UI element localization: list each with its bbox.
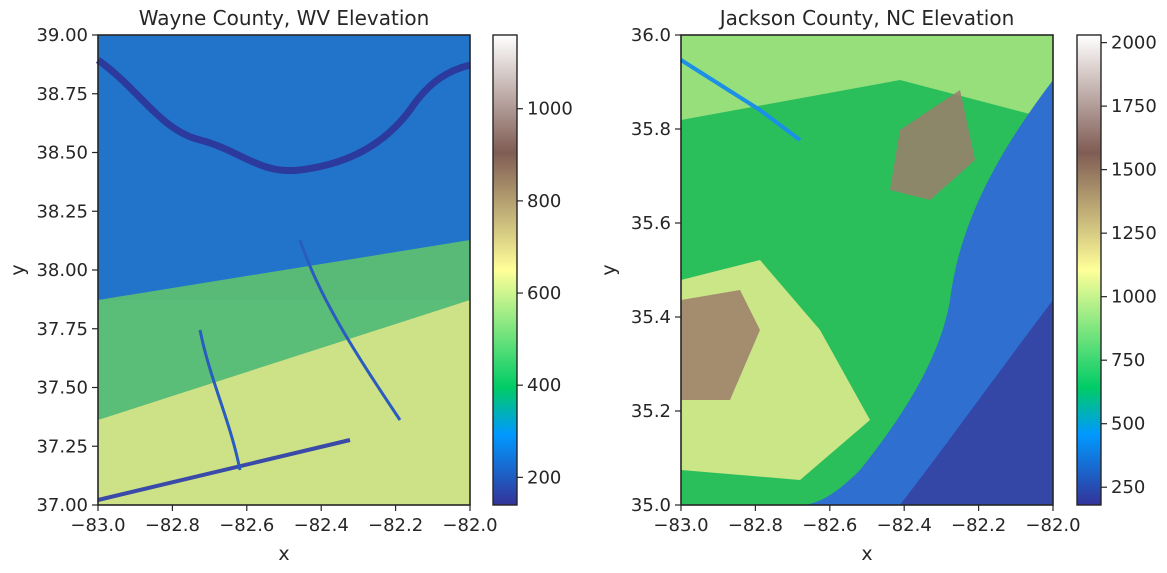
- heatmap-image: [95, 35, 471, 505]
- x-axis-ticks: −83.0 −82.8 −82.6 −82.4 −82.2 −82.0: [653, 505, 1081, 536]
- colorbar-gradient: [492, 34, 518, 506]
- chart-wayne: Wayne County, WV Elevation −83.0 −82.8 −82…: [7, 6, 573, 565]
- colorbar-tick-label: 200: [527, 467, 561, 488]
- y-tick-label: 38.00: [36, 260, 88, 281]
- heatmap-image: [679, 35, 1053, 505]
- y-tick-label: 37.25: [36, 436, 88, 457]
- chart-title: Wayne County, WV Elevation: [139, 6, 430, 30]
- colorbar-tick-label: 250: [1111, 477, 1145, 498]
- y-tick-label: 35.2: [631, 401, 671, 422]
- colorbar-ticks: 250 500 750 1000 1250 1500 1750 2000: [1101, 33, 1157, 498]
- y-tick-label: 37.00: [36, 495, 88, 516]
- y-tick-label: 39.00: [36, 25, 88, 46]
- colorbar-tick-label: 800: [527, 191, 561, 212]
- x-axis-label: x: [861, 543, 872, 565]
- colorbar-tick-label: 500: [1111, 414, 1145, 435]
- y-tick-label: 37.50: [36, 378, 88, 399]
- colorbar-tick-label: 2000: [1111, 33, 1157, 54]
- colorbar-tick-label: 600: [527, 283, 561, 304]
- colorbar-tick-label: 1750: [1111, 96, 1157, 117]
- plot-area: [680, 34, 1054, 506]
- x-tick-label: −82.8: [145, 515, 200, 536]
- x-tick-label: −82.2: [368, 515, 423, 536]
- x-tick-label: −82.8: [728, 515, 783, 536]
- y-tick-label: 37.75: [36, 319, 88, 340]
- y-tick-label: 36.0: [631, 25, 671, 46]
- colorbar-tick-label: 400: [527, 375, 561, 396]
- y-axis-ticks: 35.0 35.2 35.4 35.6 35.8 36.0: [631, 25, 681, 516]
- colorbar-gradient: [1076, 34, 1102, 506]
- x-tick-label: −83.0: [653, 515, 708, 536]
- x-axis-ticks: −83.0 −82.8 −82.6 −82.4 −82.2 −82.0: [70, 505, 498, 536]
- y-tick-label: 35.8: [631, 119, 671, 140]
- x-tick-label: −82.6: [802, 515, 857, 536]
- x-tick-label: −83.0: [70, 515, 125, 536]
- y-axis-label: y: [7, 264, 29, 275]
- x-tick-label: −82.0: [1025, 515, 1080, 536]
- colorbar: 200 400 600 800 1000: [492, 34, 573, 506]
- y-tick-label: 35.6: [631, 213, 671, 234]
- y-tick-label: 38.25: [36, 201, 88, 222]
- chart-jackson: Jackson County, NC Elevation −83.0 −82.8−…: [598, 6, 1157, 565]
- colorbar-ticks: 200 400 600 800 1000: [517, 99, 573, 488]
- y-tick-label: 35.0: [631, 495, 671, 516]
- y-axis-label: y: [598, 264, 620, 275]
- x-tick-label: −82.4: [877, 515, 932, 536]
- colorbar-tick-label: 750: [1111, 350, 1145, 371]
- x-tick-label: −82.6: [219, 515, 274, 536]
- y-tick-label: 38.50: [36, 143, 88, 164]
- y-tick-label: 38.75: [36, 84, 88, 105]
- x-tick-label: −82.2: [951, 515, 1006, 536]
- x-axis-label: x: [278, 543, 289, 565]
- colorbar-tick-label: 1250: [1111, 223, 1157, 244]
- y-axis-ticks: 37.00 37.25 37.50 37.75 38.00 38.25 38.50 38.75…: [36, 25, 98, 516]
- colorbar-tick-label: 1000: [1111, 287, 1157, 308]
- x-tick-label: −82.4: [294, 515, 349, 536]
- chart-title: Jackson County, NC Elevation: [718, 6, 1015, 30]
- x-tick-label: −82.0: [442, 515, 497, 536]
- colorbar: 250 500 750 1000 1250 1500 1750 2000: [1076, 33, 1157, 506]
- y-tick-label: 35.4: [631, 307, 671, 328]
- colorbar-tick-label: 1500: [1111, 160, 1157, 181]
- colorbar-tick-label: 1000: [527, 99, 573, 120]
